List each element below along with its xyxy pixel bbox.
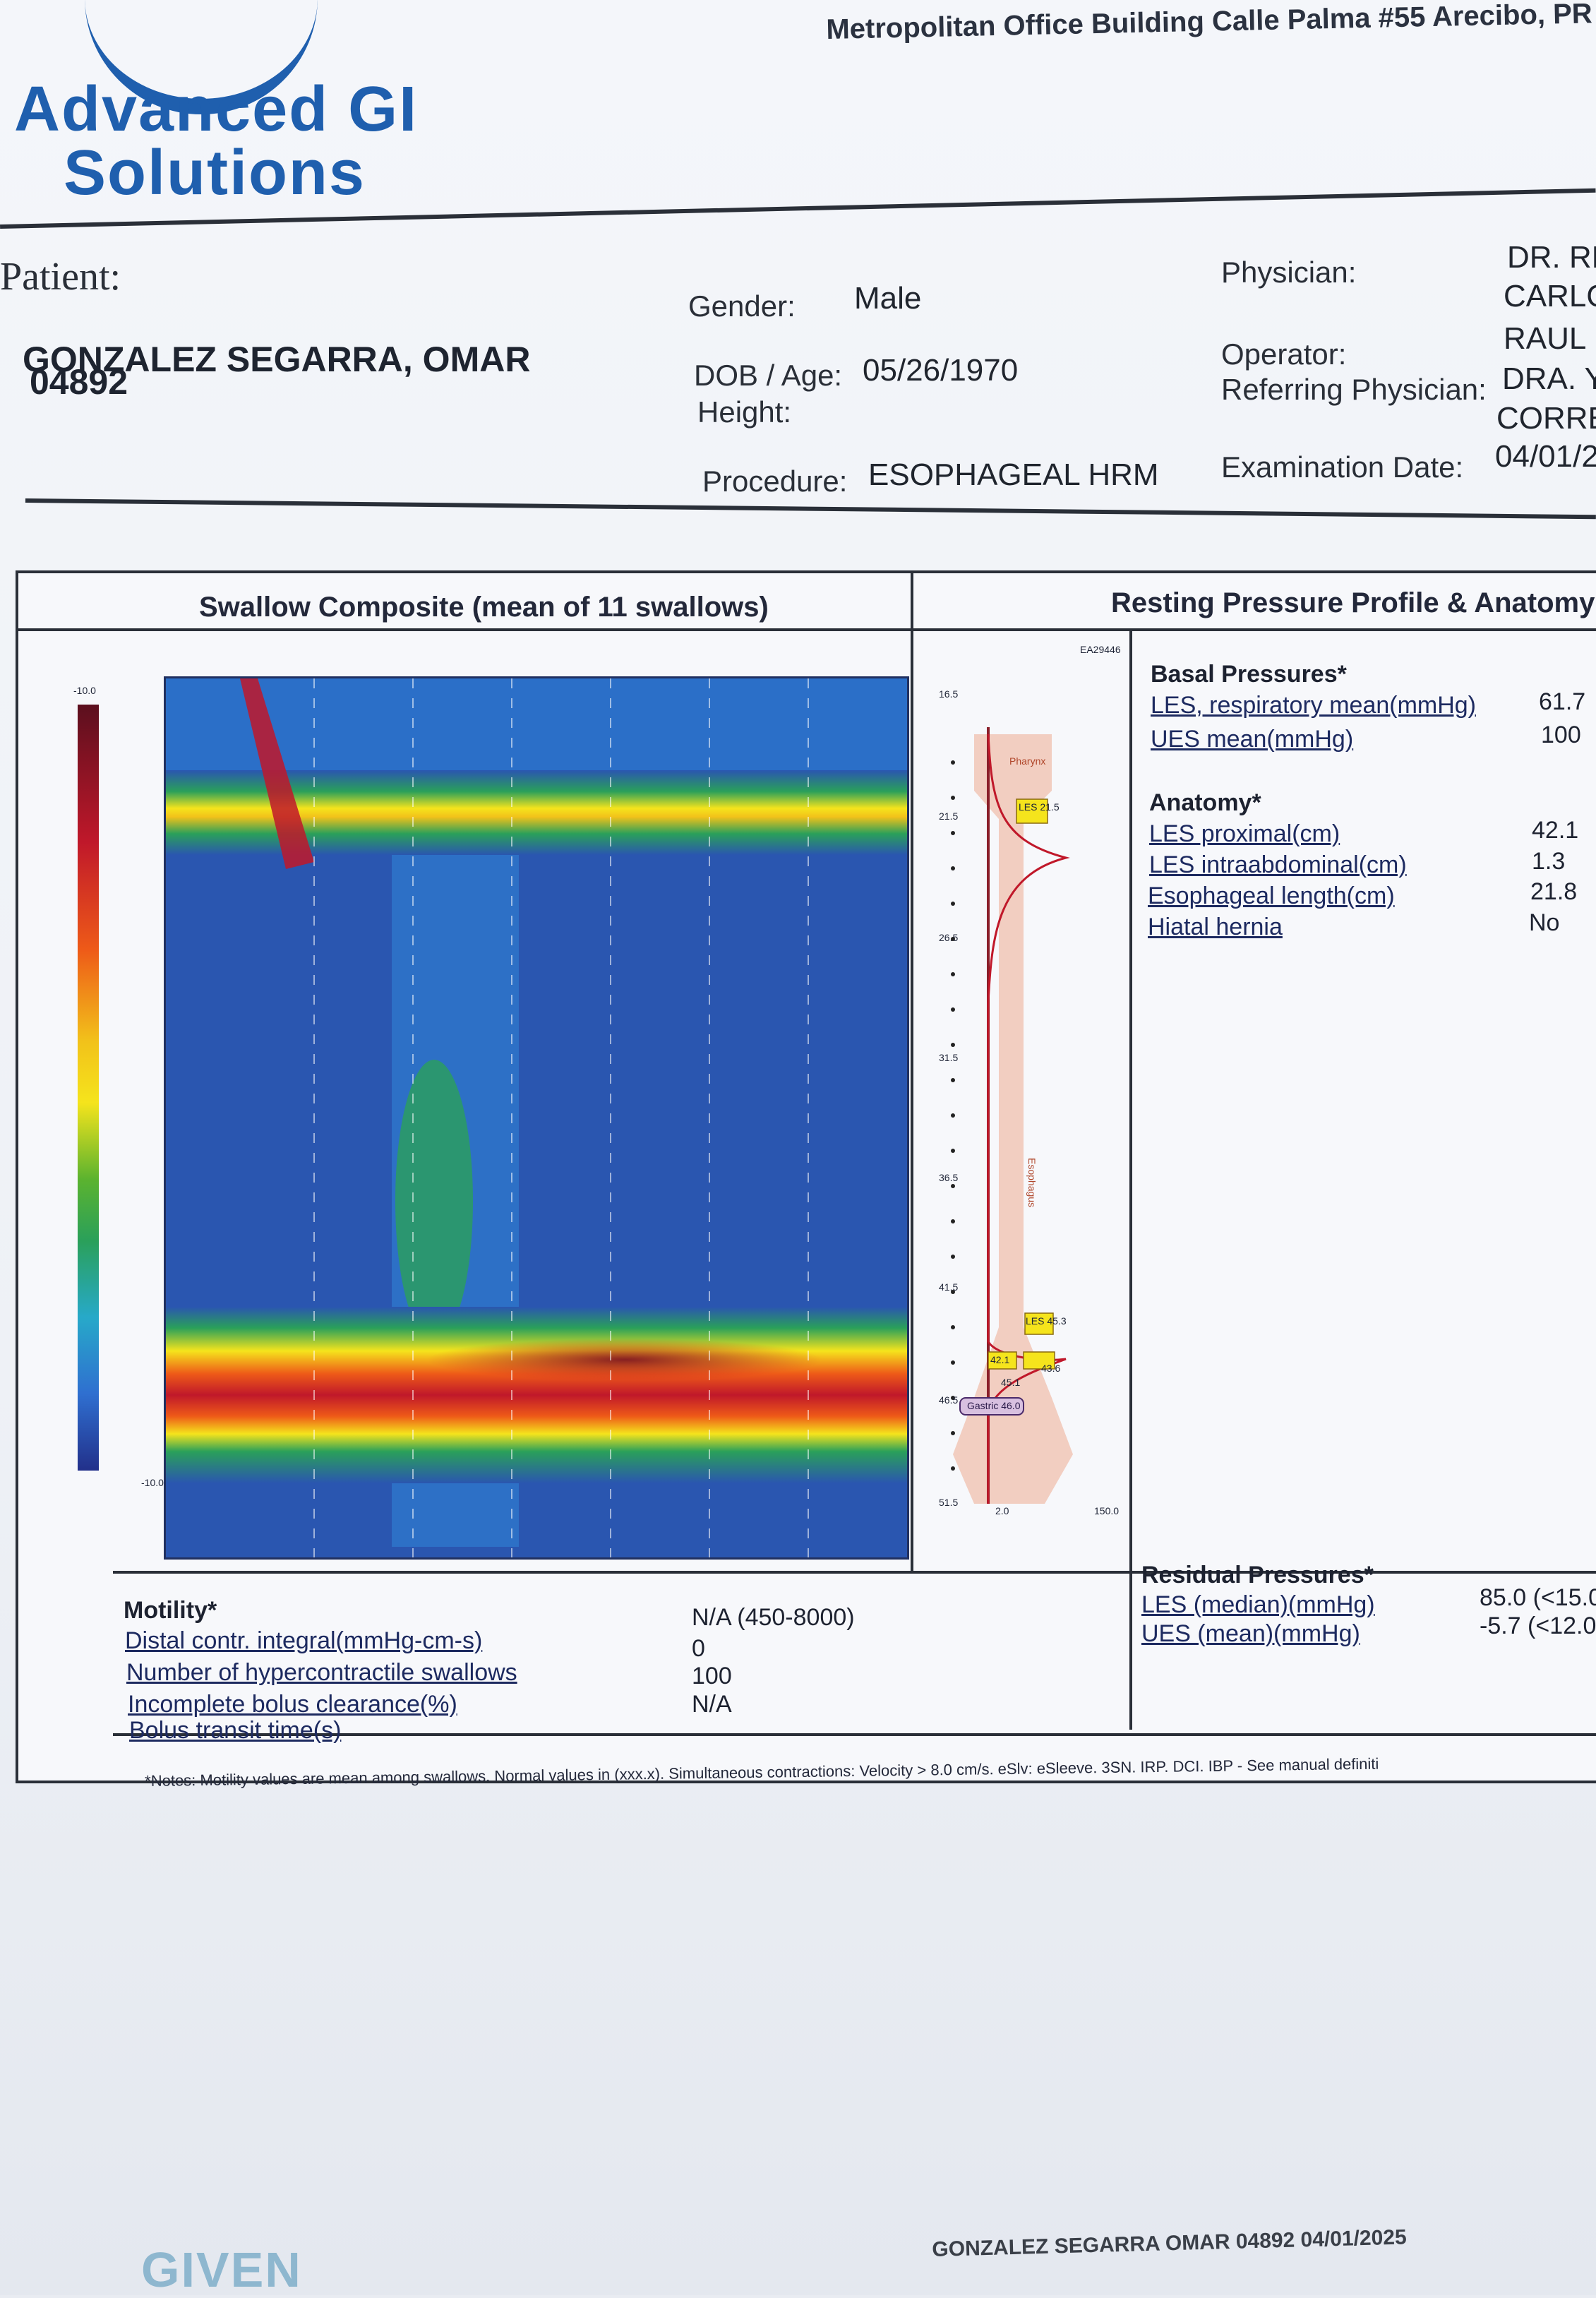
pressure-color-scale: [78, 705, 99, 1471]
footer-patient-line: GONZALEZ SEGARRA OMAR 04892 04/01/2025: [932, 2225, 1408, 2261]
tag-les-distal: 45.1: [1001, 1377, 1021, 1388]
scale-top-label: -10.0: [73, 685, 96, 696]
les-intraabdominal-label: LES intraabdominal(cm): [1149, 851, 1407, 878]
hiatal-hernia-value: No: [1529, 909, 1560, 936]
referring-physician-label: Referring Physician:: [1221, 373, 1487, 406]
dob-value: 05/26/1970: [863, 353, 1019, 388]
les-respiratory-mean-label: LES, respiratory mean(mmHg): [1151, 692, 1477, 719]
esophageal-length-value: 21.8: [1530, 878, 1578, 905]
depth-label-4: 36.5: [939, 1172, 959, 1183]
bolus-transit-time-value: N/A: [692, 1691, 732, 1718]
profile-divider: [1129, 628, 1132, 1730]
patient-id: 04892: [30, 362, 128, 402]
depth-label-3: 31.5: [939, 1052, 959, 1063]
depth-label-7: 51.5: [939, 1497, 959, 1508]
ues-mean-label: UES mean(mmHg): [1151, 726, 1354, 753]
axis-right-label: 150.0: [1094, 1505, 1120, 1516]
logo-line1: Advanced GI: [14, 74, 419, 145]
hiatal-hernia-label: Hiatal hernia: [1148, 914, 1283, 940]
referring-physician-value: DRA. Y: [1502, 361, 1596, 396]
les-proximal-label: LES proximal(cm): [1149, 820, 1340, 847]
swallow-composite-heatmap: [164, 676, 909, 1560]
composite-divider: [911, 570, 913, 1573]
logo-line2: Solutions: [64, 138, 366, 208]
section-header-rule: [16, 628, 1596, 631]
procedure-label: Procedure:: [702, 465, 848, 498]
les-median-value: 85.0 (<15.0: [1480, 1584, 1596, 1611]
scale-bottom-label: -10.0: [141, 1477, 164, 1488]
pressure-profile-plot: [951, 727, 1073, 1504]
patient-label: Patient:: [0, 255, 121, 299]
gender-value: Male: [854, 281, 922, 316]
hypercontractile-swallows-value: 0: [692, 1635, 705, 1662]
info-rule: [25, 498, 1596, 520]
ues-residual-value: -5.7 (<12.0): [1480, 1612, 1596, 1639]
procedure-value: ESOPHAGEAL HRM: [868, 457, 1159, 492]
bolus-transit-time-label: Bolus transit time(s): [129, 1717, 342, 1744]
footer-brand: GIVEN: [141, 2242, 302, 2297]
heatmap-plot: [166, 678, 907, 1557]
operator-value: RAUL D: [1504, 321, 1596, 356]
logo: Advanced GI Solutions: [14, 78, 418, 205]
depth-label-5: 41.5: [939, 1281, 959, 1293]
profile-title: Resting Pressure Profile & Anatomy: [1111, 587, 1595, 618]
dob-label: DOB / Age:: [694, 359, 843, 392]
profile-code: EA29446: [1080, 644, 1121, 655]
incomplete-bolus-clearance-value: 100: [692, 1663, 732, 1689]
depth-label-0: 16.5: [939, 688, 959, 700]
height-label: Height:: [697, 395, 792, 429]
les-lower-tag: LES 45.3: [1026, 1315, 1067, 1327]
pharynx-label: Pharynx: [1009, 755, 1046, 767]
physician-value: DR. RE: [1507, 240, 1596, 275]
axis-left-label: 2.0: [995, 1505, 1009, 1516]
pressure-profile-diagram: [932, 720, 1087, 1511]
ues-residual-label: UES (mean)(mmHg): [1141, 1620, 1360, 1647]
les-intraabdominal-value: 1.3: [1532, 848, 1566, 875]
exam-date-value: 04/01/20: [1495, 439, 1596, 474]
les-upper-tag: LES 21.5: [1019, 801, 1060, 813]
clinic-address: Metropolitan Office Building Calle Palma…: [826, 0, 1596, 45]
exam-date-label: Examination Date:: [1221, 450, 1464, 484]
incomplete-bolus-clearance-label: Incomplete bolus clearance(%): [128, 1691, 457, 1718]
ues-mean-value: 100: [1541, 722, 1581, 748]
les-median-label: LES (median)(mmHg): [1141, 1591, 1375, 1618]
les-respiratory-mean-value: 61.7: [1539, 688, 1586, 715]
distal-contractile-integral-label: Distal contr. integral(mmHg-cm-s): [125, 1627, 483, 1654]
depth-label-1: 21.5: [939, 810, 959, 822]
lower-section-rule: [113, 1571, 1596, 1574]
composite-title: Swallow Composite (mean of 11 swallows): [199, 592, 769, 623]
anatomy-heading: Anatomy*: [1149, 789, 1261, 816]
motility-heading: Motility*: [124, 1597, 217, 1624]
basal-pressures-heading: Basal Pressures*: [1151, 661, 1347, 688]
depth-label-6: 46.5: [939, 1394, 959, 1406]
les-proximal-value: 42.1: [1532, 817, 1579, 844]
residual-pressures-heading: Residual Pressures*: [1141, 1562, 1374, 1588]
gender-label: Gender:: [688, 289, 796, 323]
bottom-rule: [113, 1733, 1596, 1736]
tag-les-mid: 43.6: [1041, 1363, 1061, 1374]
physician-label: Physician:: [1221, 256, 1357, 289]
esophageal-length-label: Esophageal length(cm): [1148, 882, 1395, 909]
depth-label-2: 26.5: [939, 932, 959, 943]
gastric-tag: Gastric 46.0: [967, 1400, 1021, 1411]
operator-label: Operator:: [1221, 337, 1347, 371]
patient-name: GONZALEZ SEGARRA, OMAR: [23, 340, 531, 379]
hypercontractile-swallows-label: Number of hypercontractile swallows: [126, 1659, 517, 1686]
esophagus-label: Esophagus: [1026, 1158, 1038, 1208]
distal-contractile-integral-value: N/A (450-8000): [692, 1604, 855, 1631]
tag-les-proximal: 42.1: [990, 1354, 1010, 1365]
